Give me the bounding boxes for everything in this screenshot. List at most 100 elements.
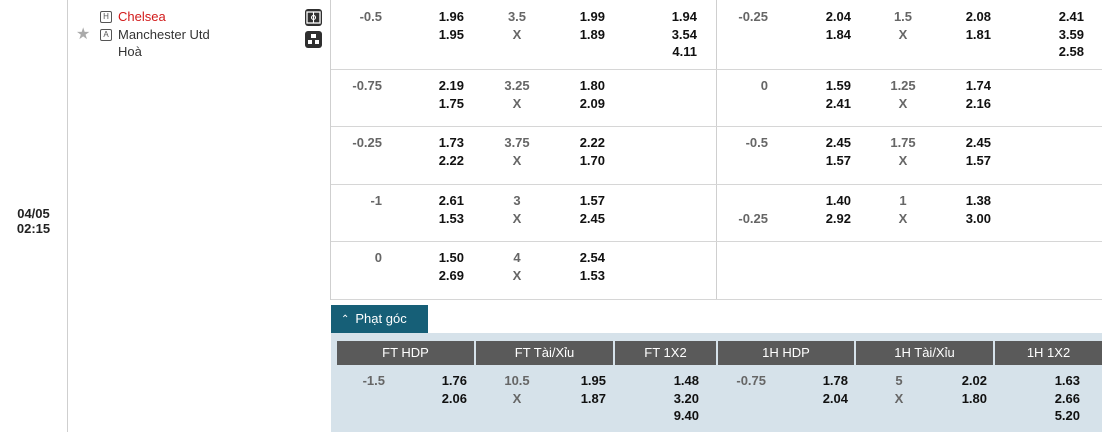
h1-1x2-odd[interactable]: 2.41 [1058,9,1084,24]
h1-ou-under-odd[interactable]: 3.00 [965,210,991,226]
away-badge: A [100,29,112,41]
h1-hdp-home-odd[interactable]: 1.40 [825,193,851,208]
h1-ou-line: 1 [899,193,907,208]
corner-h1-ou-x: X [894,390,904,406]
ft-hdp-line: 0 [374,250,382,265]
h1-ou-x: X [898,152,908,168]
corner-h1-1x2-odd[interactable]: 5.20 [1054,408,1080,423]
ft-hdp-line: -0.75 [352,78,382,93]
ft-ou-over-odd[interactable]: 1.57 [579,193,605,208]
row-divider [331,184,1102,185]
corner-h1-1x2-odd[interactable]: 1.63 [1054,373,1080,388]
h1-1x2-odd[interactable]: 2.58 [1058,44,1084,59]
ft-ou-under-odd[interactable]: 2.45 [579,210,605,226]
ft-ou-under-odd[interactable]: 1.53 [579,267,605,283]
corner-h1-hdp-away-odd[interactable]: 2.04 [822,390,848,406]
corner-tab[interactable]: ⌃ Phạt góc [331,305,428,333]
ft-hdp-line: -1 [370,193,382,208]
ft-ou-line: 3.75 [504,135,530,150]
h1-ou-over-odd[interactable]: 2.08 [965,9,991,24]
h1-ou-line: 1.75 [890,135,916,150]
corner-tab-label: Phạt góc [355,311,407,326]
h1-ou-under-odd[interactable]: 1.57 [965,152,991,168]
row-divider [331,299,1102,300]
column-divider [716,0,717,300]
h1-ou-over-odd[interactable]: 1.38 [965,193,991,208]
star-icon[interactable]: ★ [76,26,91,43]
corner-ft-1x2-odd[interactable]: 3.20 [673,390,699,406]
ft-ou-line: 3.5 [507,9,527,24]
draw-label: Hoà [118,44,142,59]
ft-ou-x: X [512,95,522,111]
h1-ou-over-odd[interactable]: 1.74 [965,78,991,93]
h1-hdp-line: -0.5 [745,135,768,150]
corner-ft-1x2-odd[interactable]: 9.40 [673,408,699,423]
h1-hdp-away-odd[interactable]: 2.92 [825,210,851,226]
ft-ou-over-odd[interactable]: 2.54 [579,250,605,265]
ft-hdp-line: -0.5 [359,9,382,24]
column-divider [330,0,331,300]
ft-1x2-odd[interactable]: 3.54 [671,26,697,42]
ft-hdp-home-odd[interactable]: 2.19 [438,78,464,93]
corner-h1-ou-over-odd[interactable]: 2.02 [961,373,987,388]
ft-hdp-home-odd[interactable]: 2.61 [438,193,464,208]
h1-1x2-odd[interactable]: 3.59 [1058,26,1084,42]
h1-hdp-away-odd[interactable]: 1.84 [825,26,851,42]
h1-hdp-away-odd[interactable]: 2.41 [825,95,851,111]
header-ft-hdp: FT HDP [337,341,474,365]
lineup-icon[interactable] [305,31,322,48]
corner-h1-hdp-home-odd[interactable]: 1.78 [822,373,848,388]
corner-odds-row [337,366,1102,432]
away-team-name[interactable]: Manchester Utd [118,27,210,42]
ft-hdp-home-odd[interactable]: 1.96 [438,9,464,24]
h1-ou-under-odd[interactable]: 2.16 [965,95,991,111]
ft-ou-line: 4 [513,250,521,265]
corner-h1-1x2-odd[interactable]: 2.66 [1054,390,1080,406]
ft-ou-over-odd[interactable]: 1.80 [579,78,605,93]
ft-ou-under-odd[interactable]: 1.89 [579,26,605,42]
ft-hdp-home-odd[interactable]: 1.50 [438,250,464,265]
ft-ou-line: 3.25 [504,78,530,93]
ft-ou-under-odd[interactable]: 2.09 [579,95,605,111]
ft-hdp-away-odd[interactable]: 1.53 [438,210,464,226]
ft-ou-over-odd[interactable]: 1.99 [579,9,605,24]
ft-hdp-home-odd[interactable]: 1.73 [438,135,464,150]
header-1h-1x2: 1H 1X2 [995,341,1102,365]
match-time: 04/05 02:15 [0,206,67,236]
ft-hdp-away-odd[interactable]: 2.69 [438,267,464,283]
ft-ou-over-odd[interactable]: 2.22 [579,135,605,150]
h1-hdp-line: 0 [760,78,768,93]
ft-hdp-away-odd[interactable]: 2.22 [438,152,464,168]
ft-hdp-line: -0.25 [352,135,382,150]
header-ft-1x2: FT 1X2 [615,341,716,365]
ft-ou-line: 3 [513,193,521,208]
ft-ou-x: X [512,26,522,42]
h1-hdp-away-odd[interactable]: 1.57 [825,152,851,168]
h1-ou-under-odd[interactable]: 1.81 [965,26,991,42]
column-divider [67,0,68,432]
ft-1x2-odd[interactable]: 1.94 [671,9,697,24]
corner-ft-ou-line: 10.5 [504,373,530,388]
h1-ou-over-odd[interactable]: 2.45 [965,135,991,150]
corner-ft-ou-under-odd[interactable]: 1.87 [580,390,606,406]
h1-hdp-line: -0.25 [738,210,768,226]
ft-hdp-away-odd[interactable]: 1.75 [438,95,464,111]
corner-ft-hdp-away-odd[interactable]: 2.06 [441,390,467,406]
ft-hdp-away-odd[interactable]: 1.95 [438,26,464,42]
ft-ou-under-odd[interactable]: 1.70 [579,152,605,168]
corner-h1-ou-under-odd[interactable]: 1.80 [961,390,987,406]
h1-hdp-home-odd[interactable]: 2.45 [825,135,851,150]
row-divider [331,126,1102,127]
h1-hdp-home-odd[interactable]: 1.59 [825,78,851,93]
row-divider [331,241,1102,242]
home-team-name[interactable]: Chelsea [118,9,166,24]
corner-ft-hdp-home-odd[interactable]: 1.76 [441,373,467,388]
corner-ft-1x2-odd[interactable]: 1.48 [673,373,699,388]
field-icon[interactable] [305,9,322,26]
corner-ft-ou-over-odd[interactable]: 1.95 [580,373,606,388]
corner-h1-hdp-line: -0.75 [736,373,766,388]
h1-hdp-home-odd[interactable]: 2.04 [825,9,851,24]
match-date: 04/05 [17,206,50,221]
ft-1x2-odd[interactable]: 4.11 [672,44,697,59]
h1-ou-x: X [898,210,908,226]
